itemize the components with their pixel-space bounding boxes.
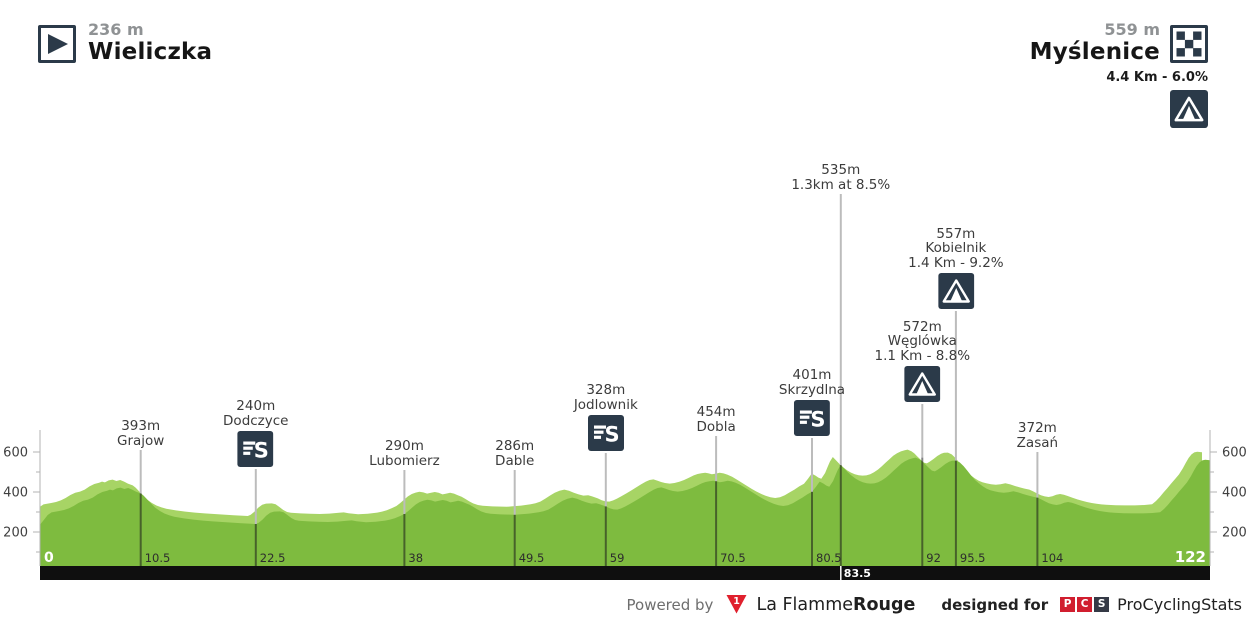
y-tick-label: 200 [3, 526, 28, 541]
x-tick-label: 92 [926, 551, 941, 565]
waypoint-label: 393m Grajow [117, 419, 164, 448]
waypoint-text: Dodczyce [223, 412, 289, 429]
waypoint-text: 393m [121, 418, 161, 434]
x-tick-label: 22.5 [260, 551, 286, 565]
finish-header: 559 m Myślenice [1030, 20, 1160, 65]
x-tick-start: 0 [44, 550, 54, 566]
final-climb-stats: 4.4 Km - 6.0% [1106, 70, 1208, 85]
profile-area [40, 449, 1210, 566]
mountain-icon [937, 273, 974, 309]
x-tick-label: 38 [408, 551, 423, 565]
brand-bold: Rouge [853, 594, 916, 615]
waypoint-label: 572m Węglówka 1.1 Km - 8.8% [874, 318, 971, 402]
waypoint-text: 372m [1017, 420, 1057, 436]
final-climb-info: 4.4 Km - 6.0% [1106, 70, 1208, 132]
waypoint-text: Grajow [117, 432, 165, 449]
y-tick-label: 400 [3, 486, 28, 501]
start-name: Wieliczka [88, 39, 213, 65]
svg-text:S: S [810, 408, 825, 432]
waypoint-text: Dable [495, 452, 535, 469]
pcs-letter-s: S [1094, 597, 1110, 612]
waypoint-text: 454m [696, 404, 736, 420]
x-tick-finish: 122 [1175, 548, 1206, 566]
la-flamme-rouge-logo: 1 [726, 595, 747, 614]
svg-text:S: S [254, 439, 269, 463]
waypoint-text: Dobla [696, 418, 736, 435]
mountain-icon [904, 366, 941, 402]
waypoint-text: 535m [821, 162, 861, 178]
y-tick-label: 200 [1222, 526, 1247, 541]
mountain-icon [1170, 90, 1208, 128]
x-tick-on-bar: 83.5 [844, 567, 871, 580]
checkered-flag-icon [1176, 31, 1202, 57]
finish-flag-box [1170, 25, 1208, 63]
x-tick-label: 70.5 [720, 551, 746, 565]
waypoint-text: 557m [936, 225, 976, 242]
waypoint-label: 557m Kobielnik 1.4 Km - 9.2% [908, 225, 1004, 309]
brand-regular: La Flamme [756, 594, 854, 615]
finish-elevation: 559 m [1104, 20, 1160, 39]
elevation-profile-chart: 200 200 400 400 600 600 0 10.5 22.5 38 49.5 59 70.5 8… [3, 194, 1247, 580]
x-tick-label: 59 [610, 551, 625, 565]
x-tick-label: 49.5 [519, 551, 545, 565]
waypoint-text: 286m [495, 438, 535, 454]
waypoint-label: 286m Dable [495, 439, 534, 468]
waypoint-text: Lubomierz [369, 452, 440, 469]
footer: Powered by 1 La FlammeRouge designed for… [627, 594, 1243, 615]
waypoint-label: 290m Lubomierz [369, 439, 440, 468]
waypoint-text: Skrzydlna [778, 381, 846, 398]
waypoint-label: 454m Dobla [696, 405, 735, 434]
waypoint-text: Jodlownik [573, 396, 638, 413]
y-tick-label: 400 [1222, 486, 1247, 501]
finish-name: Myślenice [1029, 39, 1160, 65]
waypoint-text: 1.1 Km - 8.8% [874, 347, 971, 364]
x-tick-label: 95.5 [960, 551, 986, 565]
waypoint-label: 535m 1.3km at 8.5% [791, 163, 890, 192]
waypoint-text: 401m [792, 367, 832, 383]
pcs-letter-c: C [1077, 597, 1093, 612]
start-elevation: 236 m [88, 20, 144, 39]
x-tick-label: 104 [1041, 551, 1063, 565]
waypoint-label: 372m Zasań [1017, 421, 1058, 450]
x-tick-label: 80.5 [816, 551, 842, 565]
waypoint-text: Kobielnik [925, 240, 987, 256]
sprint-icon: S [237, 431, 274, 467]
procyclingstats-name: ProCyclingStats [1117, 595, 1242, 614]
start-flag-box [38, 25, 76, 63]
waypoint-label: 240m Dodczyce S [223, 399, 288, 467]
sprint-icon: S [587, 415, 624, 451]
designed-for-label: designed for [941, 595, 1049, 614]
waypoint-text: 1.3km at 8.5% [791, 176, 891, 193]
start-header: 236 m Wieliczka [88, 20, 212, 65]
la-flamme-rouge-name: La FlammeRouge [756, 595, 915, 615]
waypoint-label: 401m Skrzydlna S [779, 368, 845, 436]
waypoint-text: Węglówka [887, 333, 957, 349]
x-tick-label: 10.5 [145, 551, 171, 565]
waypoint-text: 290m [384, 438, 424, 454]
waypoint-label: 328m Jodlownik S [574, 383, 638, 451]
pcs-letter-p: P [1060, 597, 1076, 612]
pcs-logo: P C S [1060, 597, 1110, 612]
y-axis [33, 430, 1217, 566]
distance-bar [40, 566, 1210, 580]
svg-text:1: 1 [734, 596, 741, 607]
waypoint-text: 572m [902, 318, 942, 335]
y-tick-label: 600 [3, 446, 28, 461]
play-icon [48, 34, 68, 54]
waypoint-text: 240m [236, 398, 276, 414]
powered-by-label: Powered by [626, 595, 714, 614]
svg-text:S: S [604, 423, 619, 447]
sprint-icon: S [793, 400, 830, 436]
waypoint-text: 328m [586, 382, 626, 398]
waypoint-text: 1.4 Km - 9.2% [908, 254, 1004, 271]
final-climb-mountain-badge [1170, 90, 1208, 132]
waypoint-text: Zasań [1016, 434, 1059, 451]
y-tick-label: 600 [1222, 446, 1247, 461]
